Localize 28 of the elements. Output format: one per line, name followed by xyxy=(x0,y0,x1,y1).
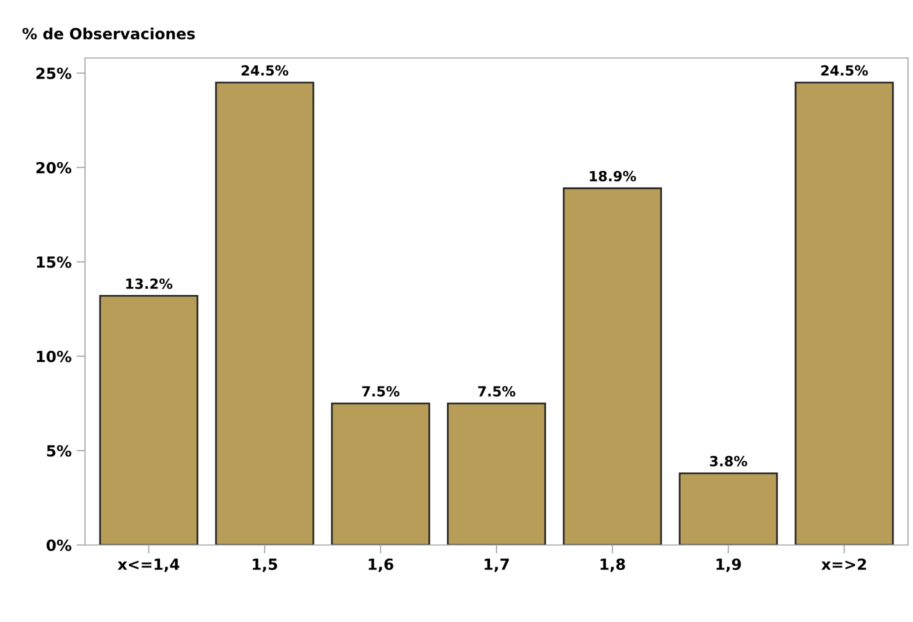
x-tick-label: 1,6 xyxy=(368,558,394,572)
y-tick-label: 0% xyxy=(46,539,72,552)
data-label: 7.5% xyxy=(362,386,400,397)
bar xyxy=(794,82,894,545)
y-tick-label: 15% xyxy=(36,256,72,268)
x-tick-label: 1,5 xyxy=(252,558,278,572)
x-tick-label: 1,9 xyxy=(716,558,741,572)
data-label: 7.5% xyxy=(478,386,516,397)
bar xyxy=(446,402,546,545)
y-axis-title: % de Observaciones xyxy=(22,28,195,40)
bar xyxy=(215,82,314,545)
y-tick-label: 25% xyxy=(36,68,72,80)
y-tick-label: 5% xyxy=(47,445,72,457)
x-tick-label: 1,8 xyxy=(600,558,625,572)
data-label: 24.5% xyxy=(242,65,288,76)
bar xyxy=(331,402,430,545)
y-tick-label: 20% xyxy=(36,162,72,174)
data-label: 18.9% xyxy=(590,170,636,182)
bar xyxy=(678,472,778,545)
data-label: 3.8% xyxy=(710,456,748,466)
x-tick-label: x<=1,4 xyxy=(118,558,180,572)
x-tick-label: 1,7 xyxy=(484,558,509,572)
bar xyxy=(562,187,662,545)
bar xyxy=(99,295,198,545)
data-label: 24.5% xyxy=(821,65,868,76)
x-tick-label: x=>2 xyxy=(821,558,866,570)
data-label: 13.2% xyxy=(126,278,172,289)
y-tick-label: 10% xyxy=(36,350,72,362)
